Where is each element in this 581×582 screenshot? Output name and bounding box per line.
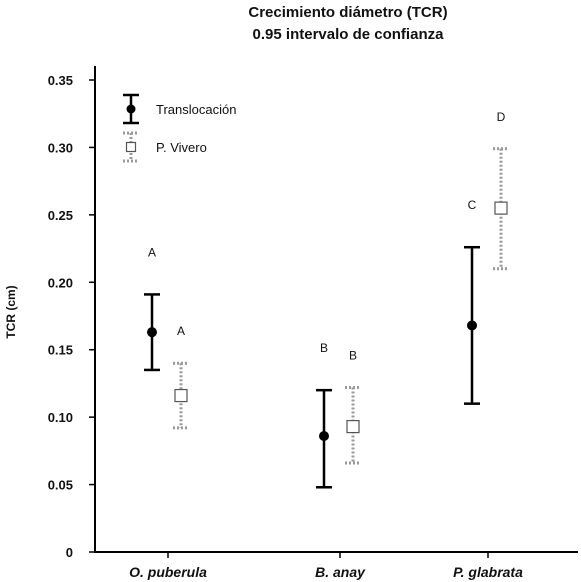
y-axis-ticks: 0 0.05 0.10 0.15 0.20 0.25 0.30 0.35 — [48, 73, 95, 560]
y-tick-label: 0.35 — [48, 73, 73, 88]
y-tick-label: 0 — [66, 545, 73, 560]
mean-marker — [319, 431, 329, 442]
x-category-label: P. glabrata — [453, 564, 523, 580]
mean-marker — [147, 327, 157, 338]
group-letter-label: D — [497, 110, 506, 124]
group-letter-label: B — [349, 348, 357, 362]
series-0: A B C — [144, 198, 480, 489]
mean-marker — [467, 320, 477, 331]
legend-label: Translocación — [156, 102, 236, 117]
y-axis-label: TCR (cm) — [4, 285, 18, 338]
mean-marker — [346, 419, 360, 434]
legend: Translocación P. Vivero — [123, 93, 236, 163]
group-letter-label: C — [468, 198, 477, 212]
legend-marker — [126, 104, 136, 114]
x-category-label: O. puberula — [129, 564, 207, 580]
series-layer: A B C A B D — [144, 110, 509, 489]
y-tick-label: 0.30 — [48, 140, 73, 155]
x-category-label: B. anay — [315, 564, 366, 580]
y-tick-label: 0.05 — [48, 478, 73, 493]
x-axis-ticks: O. puberula B. anay P. glabrata — [129, 552, 523, 580]
mean-marker — [494, 201, 508, 215]
group-letter-label: A — [148, 245, 156, 259]
chart-title-line-1: Crecimiento diámetro (TCR) — [248, 4, 447, 21]
legend-item: P. Vivero — [123, 131, 207, 163]
y-tick-label: 0.20 — [48, 275, 73, 290]
series-1: A B D — [173, 110, 509, 465]
y-tick-label: 0.10 — [48, 410, 73, 425]
group-letter-label: B — [320, 341, 328, 355]
legend-label: P. Vivero — [156, 140, 207, 155]
legend-marker — [125, 141, 137, 153]
mean-marker — [174, 388, 188, 403]
y-tick-label: 0.25 — [48, 208, 73, 223]
chart-title-line-2: 0.95 intervalo de confianza — [253, 26, 445, 43]
y-tick-label: 0.15 — [48, 343, 73, 358]
legend-item: Translocación — [123, 93, 236, 125]
group-letter-label: A — [177, 324, 185, 338]
